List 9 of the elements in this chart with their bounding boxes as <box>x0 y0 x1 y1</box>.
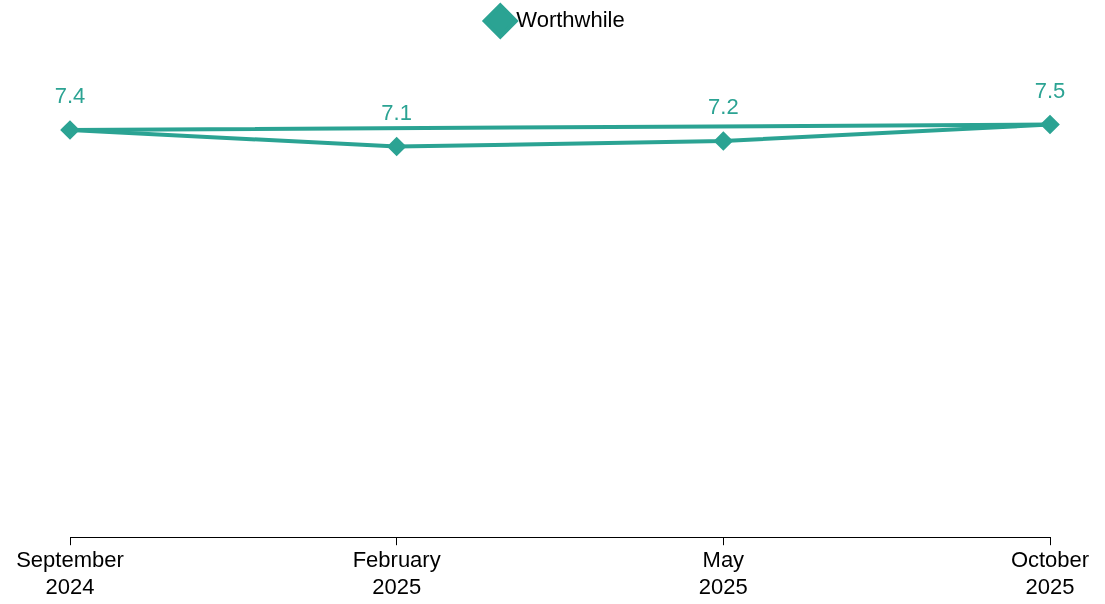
x-tick-label: October 2025 <box>1010 547 1090 599</box>
data-label: 7.2 <box>708 94 739 120</box>
data-label: 7.1 <box>381 99 412 125</box>
data-label: 7.5 <box>1034 77 1066 103</box>
x-tick-label: May 2025 <box>698 547 748 599</box>
data-label: 7.4 <box>54 83 86 109</box>
legend-label: Worthwhile <box>516 7 625 33</box>
x-tick-label: February 2025 <box>352 547 441 599</box>
x-tick-label: September 2024 <box>16 547 124 599</box>
